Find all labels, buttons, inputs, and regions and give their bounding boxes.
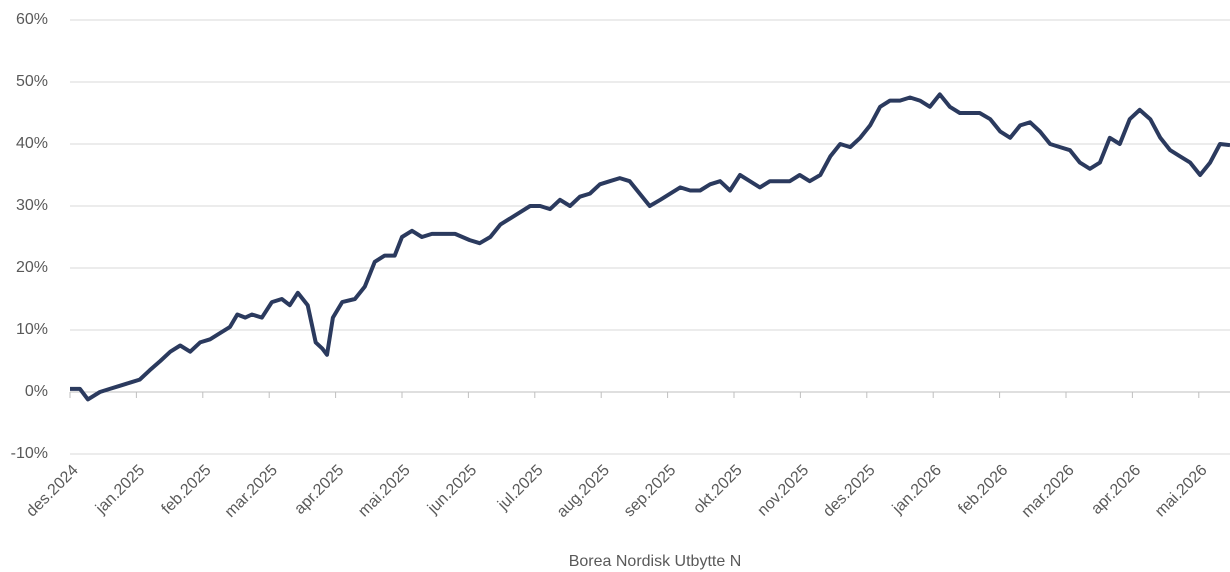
x-tick-label: mar.2026: [1019, 462, 1078, 521]
x-tick-label: okt.2025: [690, 462, 746, 518]
y-tick-label: 60%: [16, 11, 48, 28]
x-tick-label: des.2024: [23, 462, 82, 521]
x-tick-label: apr.2025: [291, 462, 347, 518]
y-tick-label: 50%: [16, 73, 48, 90]
x-tick-label: sep.2025: [621, 462, 680, 521]
x-tick-label: aug.2025: [554, 462, 613, 521]
y-tick-label: -10%: [11, 445, 48, 462]
x-tick-label: jan.2026: [889, 462, 945, 518]
y-tick-label: 10%: [16, 321, 48, 338]
y-tick-label: 40%: [16, 135, 48, 152]
x-tick-label: mai.2025: [355, 462, 414, 521]
y-tick-label: 30%: [16, 197, 48, 214]
x-tick-label: nov.2025: [754, 462, 812, 520]
y-tick-label: 0%: [25, 383, 48, 400]
x-tick-label: jun.2025: [424, 462, 480, 518]
x-tick-label: apr.2026: [1088, 462, 1144, 518]
x-tick-label: mar.2025: [222, 462, 281, 521]
x-tick-label: mai.2026: [1152, 462, 1211, 521]
x-tick-label: des.2025: [820, 462, 879, 521]
x-tick-label: feb.2025: [159, 462, 215, 518]
line-series: [70, 92, 1230, 402]
x-tick-label: jul.2025: [494, 462, 546, 514]
x-axis-label: Borea Nordisk Utbytte N: [569, 553, 742, 570]
y-tick-label: 20%: [16, 259, 48, 276]
x-tick-label: feb.2026: [955, 462, 1011, 518]
x-tick-label: jan.2025: [92, 462, 148, 518]
